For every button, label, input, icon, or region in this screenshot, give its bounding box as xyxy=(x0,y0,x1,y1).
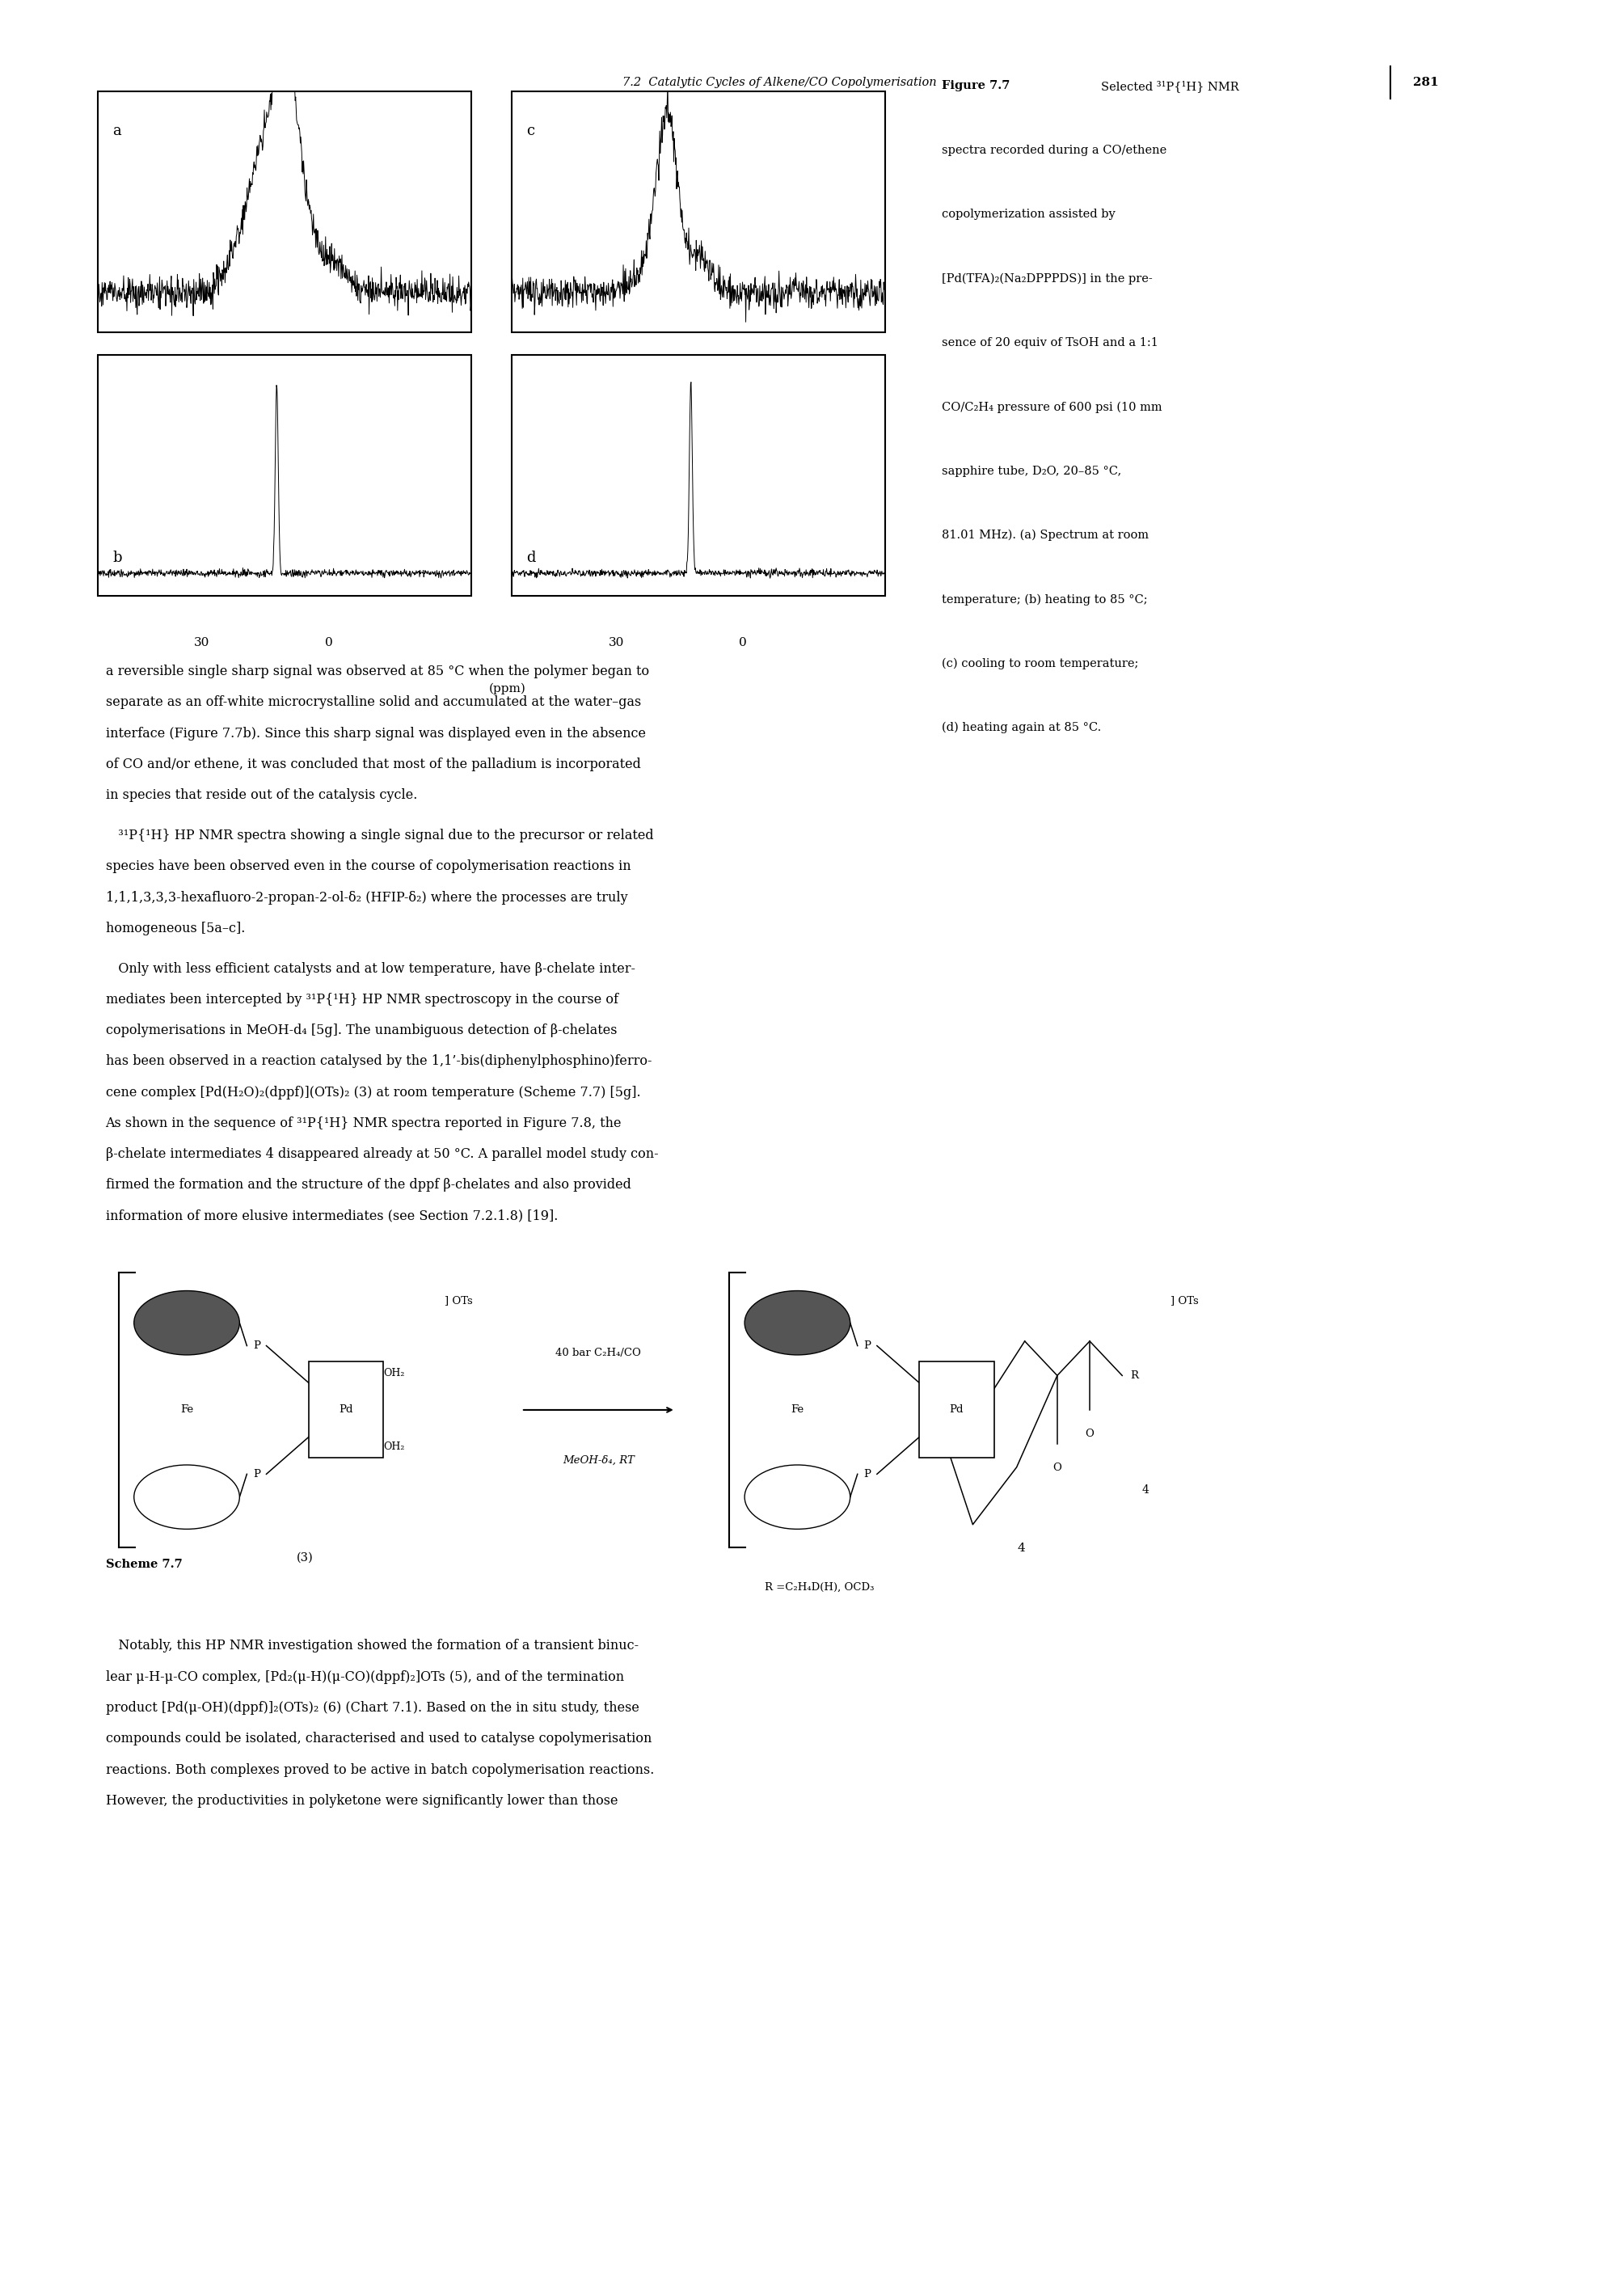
Text: As shown in the sequence of ³¹P{¹H} NMR spectra reported in Figure 7.8, the: As shown in the sequence of ³¹P{¹H} NMR … xyxy=(106,1116,622,1130)
Text: separate as an off-white microcrystalline solid and accumulated at the water–gas: separate as an off-white microcrystallin… xyxy=(106,694,641,708)
Text: lear μ-H-μ-CO complex, [Pd₂(μ-H)(μ-CO)(dppf)₂]OTs (5), and of the termination: lear μ-H-μ-CO complex, [Pd₂(μ-H)(μ-CO)(d… xyxy=(106,1671,624,1685)
Ellipse shape xyxy=(133,1290,240,1355)
Text: (d) heating again at 85 °C.: (d) heating again at 85 °C. xyxy=(942,722,1101,733)
Text: (3): (3) xyxy=(297,1552,313,1563)
FancyBboxPatch shape xyxy=(919,1361,994,1458)
Text: d: d xyxy=(526,550,536,566)
Text: spectra recorded during a CO/ethene: spectra recorded during a CO/ethene xyxy=(942,144,1168,156)
Text: has been observed in a reaction catalysed by the 1,1’-bis(diphenylphosphino)ferr: has been observed in a reaction catalyse… xyxy=(106,1054,651,1068)
Text: 1,1,1,3,3,3-hexafluoro-2-propan-2-ol-δ₂ (HFIP-δ₂) where the processes are truly: 1,1,1,3,3,3-hexafluoro-2-propan-2-ol-δ₂ … xyxy=(106,892,627,905)
Text: copolymerization assisted by: copolymerization assisted by xyxy=(942,209,1116,220)
Text: ³¹P{¹H} HP NMR spectra showing a single signal due to the precursor or related: ³¹P{¹H} HP NMR spectra showing a single … xyxy=(106,830,653,843)
Text: OH₂: OH₂ xyxy=(383,1368,404,1377)
Text: However, the productivities in polyketone were significantly lower than those: However, the productivities in polyketon… xyxy=(106,1795,617,1808)
Text: ] OTs: ] OTs xyxy=(445,1295,473,1306)
Text: b: b xyxy=(112,550,122,566)
Text: c: c xyxy=(526,124,534,138)
Text: (c) cooling to room temperature;: (c) cooling to room temperature; xyxy=(942,658,1138,669)
Text: firmed the formation and the structure of the dppf β-chelates and also provided: firmed the formation and the structure o… xyxy=(106,1178,630,1192)
Text: compounds could be isolated, characterised and used to catalyse copolymerisation: compounds could be isolated, characteris… xyxy=(106,1733,651,1747)
Text: Fe: Fe xyxy=(180,1405,193,1414)
Text: species have been observed even in the course of copolymerisation reactions in: species have been observed even in the c… xyxy=(106,860,630,873)
Text: Notably, this HP NMR investigation showed the formation of a transient binuc-: Notably, this HP NMR investigation showe… xyxy=(106,1639,638,1653)
Text: O: O xyxy=(1052,1462,1062,1474)
Text: 4: 4 xyxy=(1142,1485,1148,1497)
Text: CO/C₂H₄ pressure of 600 psi (10 mm: CO/C₂H₄ pressure of 600 psi (10 mm xyxy=(942,401,1163,413)
Text: OH₂: OH₂ xyxy=(383,1442,404,1451)
Text: (ppm): (ppm) xyxy=(489,683,526,694)
Text: β-chelate intermediates 4 disappeared already at 50 °C. A parallel model study c: β-chelate intermediates 4 disappeared al… xyxy=(106,1148,658,1162)
Text: in species that reside out of the catalysis cycle.: in species that reside out of the cataly… xyxy=(106,788,417,802)
Ellipse shape xyxy=(744,1290,851,1355)
Text: O: O xyxy=(1085,1428,1095,1439)
Text: P: P xyxy=(253,1469,260,1478)
Text: of CO and/or ethene, it was concluded that most of the palladium is incorporated: of CO and/or ethene, it was concluded th… xyxy=(106,756,640,770)
Text: Pd: Pd xyxy=(339,1405,352,1414)
Text: reactions. Both complexes proved to be active in batch copolymerisation reaction: reactions. Both complexes proved to be a… xyxy=(106,1763,654,1776)
Text: copolymerisations in MeOH-d₄ [5g]. The unambiguous detection of β-chelates: copolymerisations in MeOH-d₄ [5g]. The u… xyxy=(106,1025,617,1038)
Text: ] OTs: ] OTs xyxy=(1171,1295,1199,1306)
Text: Selected ³¹P{¹H} NMR: Selected ³¹P{¹H} NMR xyxy=(1101,80,1239,92)
Text: 0: 0 xyxy=(325,637,333,649)
Text: P: P xyxy=(253,1341,260,1350)
Text: product [Pd(μ-OH)(dppf)]₂(OTs)₂ (6) (Chart 7.1). Based on the in situ study, the: product [Pd(μ-OH)(dppf)]₂(OTs)₂ (6) (Cha… xyxy=(106,1701,638,1714)
Text: cene complex [Pd(H₂O)₂(dppf)](OTs)₂ (3) at room temperature (Scheme 7.7) [5g].: cene complex [Pd(H₂O)₂(dppf)](OTs)₂ (3) … xyxy=(106,1086,640,1100)
Text: R: R xyxy=(1130,1371,1138,1380)
Text: 7.2  Catalytic Cycles of Alkene/CO Copolymerisation: 7.2 Catalytic Cycles of Alkene/CO Copoly… xyxy=(622,78,937,87)
Text: Fe: Fe xyxy=(791,1405,804,1414)
Text: Figure 7.7: Figure 7.7 xyxy=(942,80,1010,92)
Text: 0: 0 xyxy=(739,637,747,649)
Text: Scheme 7.7: Scheme 7.7 xyxy=(106,1559,182,1570)
Text: P: P xyxy=(864,1469,870,1478)
FancyBboxPatch shape xyxy=(309,1361,383,1458)
Text: homogeneous [5a–c].: homogeneous [5a–c]. xyxy=(106,921,245,935)
Text: Only with less efficient catalysts and at low temperature, have β-chelate inter-: Only with less efficient catalysts and a… xyxy=(106,963,635,976)
Text: 81.01 MHz). (a) Spectrum at room: 81.01 MHz). (a) Spectrum at room xyxy=(942,529,1148,541)
Text: 30: 30 xyxy=(609,637,624,649)
Text: sence of 20 equiv of TsOH and a 1:1: sence of 20 equiv of TsOH and a 1:1 xyxy=(942,337,1158,348)
Text: R =C₂H₄D(H), OCD₃: R =C₂H₄D(H), OCD₃ xyxy=(765,1581,874,1593)
Text: P: P xyxy=(864,1341,870,1350)
Text: 30: 30 xyxy=(195,637,209,649)
Text: [Pd(TFA)₂(Na₂DPPPDS)] in the pre-: [Pd(TFA)₂(Na₂DPPPDS)] in the pre- xyxy=(942,273,1153,284)
Text: a: a xyxy=(112,124,122,138)
Text: 281: 281 xyxy=(1413,78,1439,87)
Text: a reversible single sharp signal was observed at 85 °C when the polymer began to: a reversible single sharp signal was obs… xyxy=(106,665,650,678)
Text: interface (Figure 7.7b). Since this sharp signal was displayed even in the absen: interface (Figure 7.7b). Since this shar… xyxy=(106,727,646,740)
Text: information of more elusive intermediates (see Section 7.2.1.8) [19].: information of more elusive intermediate… xyxy=(106,1210,557,1224)
Ellipse shape xyxy=(744,1465,851,1529)
Text: 4: 4 xyxy=(1018,1543,1025,1554)
Text: MeOH-δ₄, RT: MeOH-δ₄, RT xyxy=(562,1455,635,1465)
Text: Pd: Pd xyxy=(950,1405,963,1414)
Text: mediates been intercepted by ³¹P{¹H} HP NMR spectroscopy in the course of: mediates been intercepted by ³¹P{¹H} HP … xyxy=(106,992,619,1006)
Text: 40 bar C₂H₄/CO: 40 bar C₂H₄/CO xyxy=(555,1348,641,1357)
Ellipse shape xyxy=(133,1465,240,1529)
Text: temperature; (b) heating to 85 °C;: temperature; (b) heating to 85 °C; xyxy=(942,594,1148,605)
Text: sapphire tube, D₂O, 20–85 °C,: sapphire tube, D₂O, 20–85 °C, xyxy=(942,465,1122,477)
